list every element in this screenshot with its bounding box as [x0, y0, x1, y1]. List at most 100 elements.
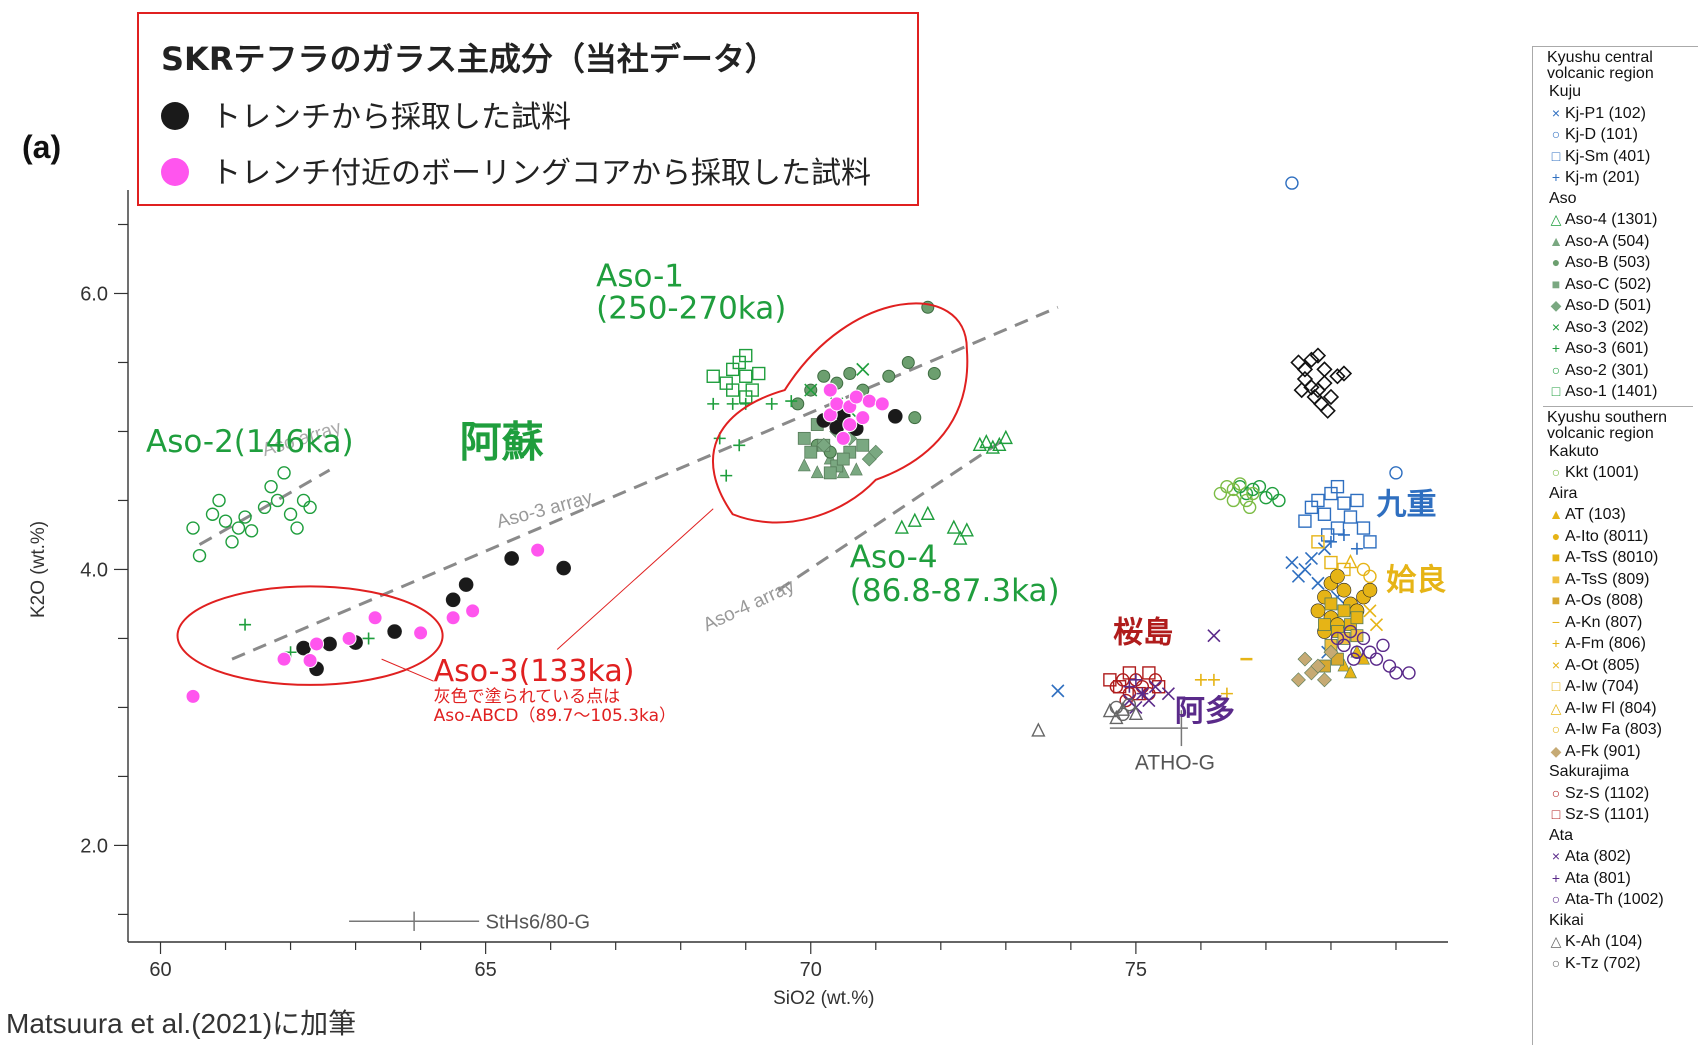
data-point: [1207, 673, 1220, 686]
data-point: [1363, 569, 1377, 584]
legend-item: × A-Ot (805): [1533, 655, 1698, 677]
data-point: [270, 493, 285, 508]
data-point: [1369, 652, 1384, 666]
data-point: [1293, 381, 1310, 399]
data-point: [1318, 618, 1331, 632]
legend-item-label: Aso-1 (1401): [1565, 383, 1658, 400]
legend-item-label: Aso-3 (202): [1565, 318, 1649, 336]
data-point: [1343, 553, 1358, 569]
data-point: [277, 466, 291, 480]
data-point: [302, 653, 318, 669]
legend-item: □ Aso-1 (1401): [1533, 381, 1698, 403]
data-point: [1122, 666, 1137, 680]
data-point: [1031, 722, 1046, 737]
legend-marker-icon: △: [1550, 699, 1562, 716]
kuju-label: 九重: [1376, 487, 1436, 522]
legend-item-label: Aso-2 (301): [1565, 361, 1649, 379]
aira-label: 姶良: [1386, 563, 1446, 598]
data-point: [785, 395, 798, 408]
aso3-array-line: [231, 305, 1059, 661]
data-point: [1239, 486, 1254, 501]
data-point: [1322, 388, 1340, 406]
legend-marker-icon: ■: [1551, 549, 1561, 565]
legend-item-label: K-Tz (702): [1565, 954, 1641, 972]
data-point: [1304, 551, 1319, 565]
legend-item-label: A-Ito (8011): [1565, 527, 1649, 545]
data-point: [290, 521, 304, 535]
data-point: [920, 505, 935, 520]
data-point: [1343, 510, 1358, 524]
data-point: [387, 624, 402, 639]
data-point: [823, 466, 837, 480]
legend-group: Kikai: [1549, 911, 1584, 929]
data-point: [322, 636, 337, 652]
data-point: [822, 407, 838, 423]
data-point: [225, 535, 239, 549]
legend-marker-icon: ×: [1551, 656, 1561, 673]
data-point: [1242, 500, 1257, 515]
legend-item: × Aso-3 (202): [1533, 317, 1698, 339]
data-point: [856, 438, 870, 452]
data-point: [1298, 514, 1312, 528]
data-point: [1350, 645, 1364, 659]
data-point: [556, 560, 571, 576]
legend-item: ▲ Aso-A (504): [1533, 231, 1698, 253]
data-point: [1311, 576, 1325, 590]
aso1-age-label: (250-270ka): [596, 290, 786, 326]
data-point: [1324, 535, 1337, 548]
data-point: [953, 530, 968, 545]
legend-item: ○ Ata-Th (1002): [1533, 889, 1698, 911]
data-point: [1350, 644, 1364, 658]
data-point: [1330, 479, 1345, 494]
legend-marker-icon: ●: [1551, 254, 1561, 270]
legend-item: + Kj-m (201): [1533, 167, 1698, 189]
data-point: [972, 436, 987, 451]
legend-item-label: Aso-B (503): [1565, 254, 1651, 271]
legend-item-label: Ata-Th (1002): [1565, 891, 1664, 908]
data-point: [739, 390, 753, 404]
data-point: [283, 507, 298, 521]
legend-item-label: A-Fm (806): [1565, 635, 1646, 652]
data-point: [817, 369, 831, 383]
data-point: [959, 522, 974, 537]
legend-section-line: volcanic region: [1547, 424, 1654, 442]
legend-item-label: A-Fk (901): [1565, 742, 1641, 760]
aso3-array-label: Aso-3 array: [494, 487, 595, 533]
data-point: [1239, 493, 1254, 508]
data-point: [733, 439, 746, 452]
sths-label: StHs6/80-G: [486, 911, 590, 933]
data-point: [1285, 176, 1299, 190]
x-tick-label: 65: [475, 959, 497, 981]
aso1-label: Aso-1: [596, 259, 684, 295]
legend-marker-icon: □: [1551, 678, 1561, 694]
legend-item-label: Kj-m (201): [1565, 169, 1640, 186]
data-point: [1382, 659, 1397, 673]
legend-item: ◆ Aso-D (501): [1533, 295, 1698, 317]
data-point: [1316, 361, 1333, 378]
data-point: [1343, 624, 1358, 639]
aso3-note-2: Aso-ABCD（89.7～105.3ka）: [434, 706, 676, 726]
data-point: [1337, 604, 1351, 618]
legend-marker-icon: −: [1551, 613, 1561, 630]
ata-label: 阿多: [1175, 694, 1235, 729]
data-point: [341, 630, 357, 646]
callout-core-label: トレンチ付近のボーリングコアから採取した試料: [211, 156, 871, 191]
legend-item: □ Sz-S (1101): [1533, 804, 1698, 826]
data-point: [765, 397, 778, 410]
data-point: [1194, 673, 1207, 686]
data-point: [1389, 466, 1403, 480]
data-point: [244, 524, 259, 538]
data-point: [1323, 644, 1339, 660]
legend-item: ○ Aso-2 (301): [1533, 360, 1698, 382]
data-point: [303, 500, 317, 515]
data-point: [231, 521, 246, 535]
data-point: [835, 430, 851, 446]
legend-section: Kyushu central volcanic region: [1533, 50, 1698, 82]
legend-item-label: Sz-S (1101): [1565, 806, 1650, 823]
data-point: [1102, 703, 1118, 718]
legend-item-label: Aso-3 (601): [1565, 340, 1649, 357]
legend-item: ■ A-TsS (809): [1533, 569, 1698, 591]
legend-group: Kuju: [1549, 83, 1582, 100]
data-point: [829, 396, 845, 412]
legend-marker-icon: +: [1551, 340, 1561, 356]
